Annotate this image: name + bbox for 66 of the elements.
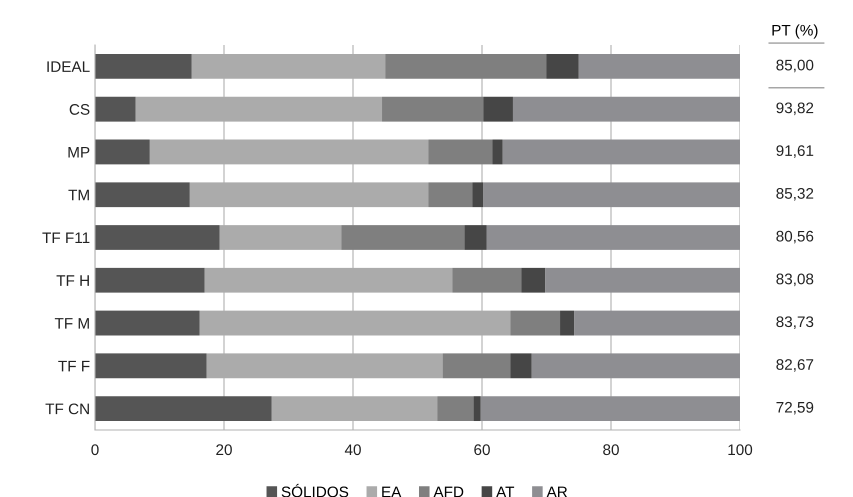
bar xyxy=(385,54,546,79)
y-tick-label: MP xyxy=(68,146,90,158)
bar xyxy=(95,268,205,293)
bar xyxy=(510,353,532,378)
x-tick-label: 0 xyxy=(91,444,99,456)
bar xyxy=(512,96,740,122)
text: 72,59 xyxy=(776,402,814,415)
legend-label: SÓLIDOS xyxy=(282,484,348,497)
bar xyxy=(95,353,207,378)
y-tick-label: TM xyxy=(68,190,89,200)
y-tick-label: TF F11 xyxy=(42,232,90,244)
bar xyxy=(532,353,740,378)
bar xyxy=(546,54,579,79)
bar xyxy=(483,182,740,208)
bar xyxy=(574,310,740,336)
y-tick-label: TF M xyxy=(54,318,89,329)
text: 83,73 xyxy=(776,316,814,329)
y-tick-label: TF CN xyxy=(46,403,89,414)
text: 85,32 xyxy=(776,188,814,201)
bar xyxy=(95,54,192,79)
bar xyxy=(483,96,513,122)
x-tick-label: 100 xyxy=(728,444,752,456)
legend-label: AT xyxy=(496,486,514,497)
x-tick-label: 40 xyxy=(344,444,361,456)
bar xyxy=(492,140,503,164)
bar xyxy=(95,96,136,122)
x-tick-label: 60 xyxy=(474,444,490,456)
bar xyxy=(472,182,484,208)
legend-label: AFD xyxy=(433,486,464,497)
bar xyxy=(341,225,465,250)
text: 85,00 xyxy=(776,60,814,72)
bar xyxy=(480,396,740,422)
bar xyxy=(428,140,492,164)
text: 83,08 xyxy=(776,274,814,286)
text: 93,82 xyxy=(776,102,814,116)
bar xyxy=(95,140,150,164)
bar xyxy=(95,182,190,208)
bar xyxy=(442,353,510,378)
bar xyxy=(502,140,740,164)
y-tick-label: TF H xyxy=(56,275,89,286)
bar xyxy=(452,268,522,293)
text: PT (%) xyxy=(772,24,818,39)
text: 82,67 xyxy=(776,359,814,372)
bar xyxy=(510,310,560,336)
legend-label: AR xyxy=(546,486,568,497)
y-tick-label: TF F xyxy=(58,360,90,372)
x-tick-label: 80 xyxy=(603,444,619,456)
x-tick-label: 20 xyxy=(216,444,232,456)
bar xyxy=(521,268,546,293)
text: 91,61 xyxy=(776,145,814,158)
bar xyxy=(95,310,200,336)
bar xyxy=(486,225,740,250)
legend-label: EA xyxy=(382,486,402,497)
text: 80,56 xyxy=(776,230,814,244)
bar xyxy=(578,54,740,79)
bar xyxy=(428,182,472,208)
bar xyxy=(382,96,484,122)
bar xyxy=(560,310,574,336)
bar xyxy=(545,268,740,293)
bar xyxy=(95,225,220,250)
bar xyxy=(437,396,474,422)
y-tick-label: IDEAL xyxy=(47,61,90,72)
bar xyxy=(464,225,487,250)
y-tick-label: CS xyxy=(70,104,90,115)
bar xyxy=(95,396,272,422)
bar xyxy=(474,396,481,422)
